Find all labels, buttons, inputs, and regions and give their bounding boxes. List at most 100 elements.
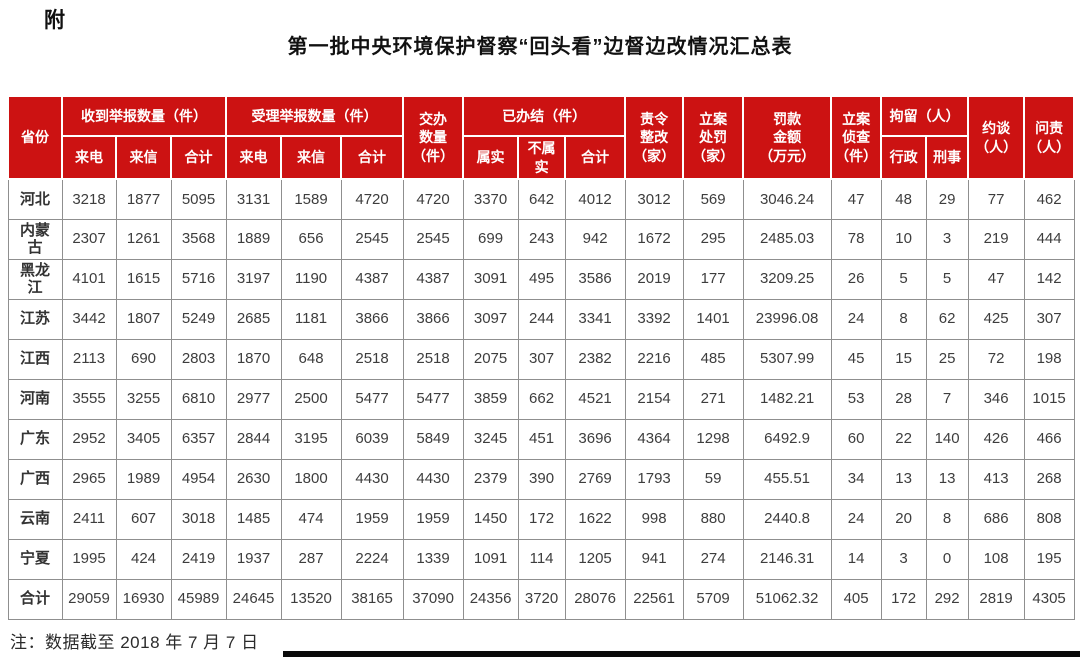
data-cell: 2113 <box>61 338 117 380</box>
data-cell: 3392 <box>624 298 684 340</box>
data-cell: 2769 <box>564 458 626 500</box>
data-cell: 2485.03 <box>742 218 832 260</box>
table-header: 省份 收到举报数量（件） 受理举报数量（件） 交办 数量 （件） 已办结（件） … <box>7 95 1076 180</box>
data-cell: 346 <box>967 378 1025 420</box>
data-cell: 4521 <box>564 378 626 420</box>
data-cell: 23996.08 <box>742 298 832 340</box>
data-cell: 2307 <box>61 218 117 260</box>
data-cell: 13 <box>880 458 927 500</box>
data-cell: 2844 <box>225 418 282 460</box>
data-cell: 3091 <box>462 258 519 300</box>
data-cell: 686 <box>967 498 1025 540</box>
header-case-punishment: 立案 处罚 （家） <box>682 95 745 180</box>
bottom-bar <box>283 651 1080 657</box>
header-verified: 属实 <box>462 135 520 180</box>
data-cell: 108 <box>967 538 1025 580</box>
data-cell: 5 <box>925 258 969 300</box>
data-cell: 5307.99 <box>742 338 832 380</box>
data-cell: 1205 <box>564 538 626 580</box>
data-cell: 10 <box>880 218 927 260</box>
data-cell: 699 <box>462 218 519 260</box>
data-cell: 1401 <box>682 298 744 340</box>
data-cell: 6039 <box>340 418 404 460</box>
data-cell: 1181 <box>280 298 342 340</box>
data-cell: 2146.31 <box>742 538 832 580</box>
header-province: 省份 <box>7 95 63 180</box>
data-cutoff-note: 注：数据截至 2018 年 7 月 7 日 <box>10 633 259 652</box>
data-cell: 425 <box>967 298 1025 340</box>
data-cell: 3197 <box>225 258 282 300</box>
data-cell: 808 <box>1023 498 1075 540</box>
table-body: 河北 3218 1877 5095 3131 1589 4720 4720 3370 642 401… <box>7 178 1075 620</box>
data-cell: 114 <box>517 538 566 580</box>
data-cell: 287 <box>280 538 342 580</box>
data-cell: 140 <box>925 418 969 460</box>
data-cell: 1589 <box>280 178 342 220</box>
data-cell: 26 <box>830 258 882 300</box>
province-cell: 河南 <box>7 378 63 420</box>
province-cell: 内蒙 古 <box>7 218 63 260</box>
header-interview: 约谈 （人） <box>967 95 1026 180</box>
data-cell: 3370 <box>462 178 519 220</box>
data-cell: 3245 <box>462 418 519 460</box>
data-cell: 3866 <box>402 298 464 340</box>
data-cell: 47 <box>967 258 1025 300</box>
header-calls: 来电 <box>225 135 283 180</box>
data-cell: 2630 <box>225 458 282 500</box>
data-cell: 1339 <box>402 538 464 580</box>
data-cell: 6810 <box>170 378 227 420</box>
header-unverified: 不属 实 <box>517 135 567 180</box>
header-detention-group: 拘留（人） <box>880 95 970 137</box>
data-cell: 2500 <box>280 378 342 420</box>
data-cell: 2977 <box>225 378 282 420</box>
table-row: 江西 2113 690 2803 1870 648 2518 2518 2075 307 2382 2… <box>7 338 1075 380</box>
data-cell: 20 <box>880 498 927 540</box>
data-cell: 51062.32 <box>742 578 832 620</box>
data-cell: 5477 <box>340 378 404 420</box>
data-cell: 6357 <box>170 418 227 460</box>
data-cell: 78 <box>830 218 882 260</box>
total-row: 合计 29059 16930 45989 24645 13520 38165 37090 243… <box>7 578 1075 620</box>
data-cell: 648 <box>280 338 342 380</box>
data-cell: 3442 <box>61 298 117 340</box>
data-cell: 1793 <box>624 458 684 500</box>
data-cell: 4430 <box>402 458 464 500</box>
data-cell: 72 <box>967 338 1025 380</box>
data-cell: 4305 <box>1023 578 1075 620</box>
data-cell: 495 <box>517 258 566 300</box>
header-investigation: 立案 侦查 （件） <box>830 95 883 180</box>
data-cell: 1615 <box>115 258 172 300</box>
data-cell: 3097 <box>462 298 519 340</box>
data-cell: 662 <box>517 378 566 420</box>
province-cell: 云南 <box>7 498 63 540</box>
data-cell: 3209.25 <box>742 258 832 300</box>
data-cell: 45989 <box>170 578 227 620</box>
data-cell: 1672 <box>624 218 684 260</box>
header-assigned: 交办 数量 （件） <box>402 95 465 180</box>
data-cell: 2965 <box>61 458 117 500</box>
province-cell: 江西 <box>7 338 63 380</box>
data-cell: 3866 <box>340 298 404 340</box>
header-rectification: 责令 整改 （家） <box>624 95 685 180</box>
data-cell: 4012 <box>564 178 626 220</box>
data-cell: 426 <box>967 418 1025 460</box>
data-cell: 22 <box>880 418 927 460</box>
data-cell: 13 <box>925 458 969 500</box>
data-cell: 474 <box>280 498 342 540</box>
table-row: 黑龙 江 4101 1615 5716 3197 1190 4387 4387 3091 495 3… <box>7 258 1075 300</box>
data-cell: 1889 <box>225 218 282 260</box>
data-cell: 3046.24 <box>742 178 832 220</box>
data-cell: 2685 <box>225 298 282 340</box>
data-cell: 28 <box>880 378 927 420</box>
data-cell: 7 <box>925 378 969 420</box>
data-cell: 59 <box>682 458 744 500</box>
province-cell: 广西 <box>7 458 63 500</box>
data-cell: 142 <box>1023 258 1075 300</box>
header-fine-amount: 罚款 金额 （万元） <box>742 95 833 180</box>
data-cell: 4430 <box>340 458 404 500</box>
data-cell: 0 <box>925 538 969 580</box>
data-cell: 24645 <box>225 578 282 620</box>
data-cell: 3555 <box>61 378 117 420</box>
data-cell: 3195 <box>280 418 342 460</box>
data-cell: 5709 <box>682 578 744 620</box>
